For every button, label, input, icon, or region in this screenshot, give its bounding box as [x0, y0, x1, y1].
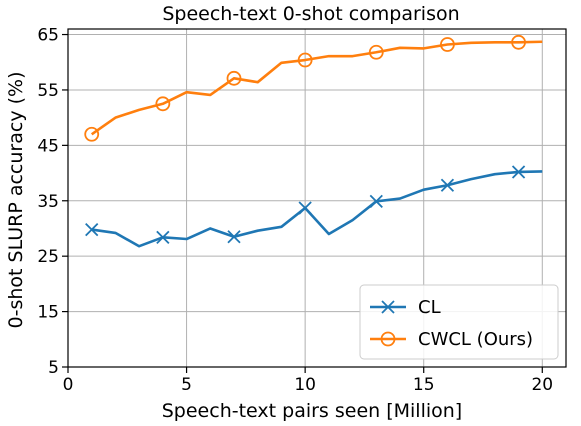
x-marker — [369, 194, 383, 208]
x-marker — [156, 230, 170, 244]
x-axis: 0 5 10 15 20 — [63, 367, 553, 395]
series-layer — [84, 34, 543, 248]
series-line — [91, 170, 543, 248]
x-tick-label: 15 — [413, 375, 435, 395]
y-tick-label: 45 — [37, 136, 59, 156]
y-axis: 5 15 25 35 45 55 65 — [37, 26, 68, 378]
y-axis-title: 0-shot SLURP accuracy (%) — [5, 72, 27, 329]
x-tick-label: 20 — [531, 375, 553, 395]
series-line — [90, 40, 543, 136]
circle-marker — [440, 37, 455, 52]
x-marker — [440, 178, 455, 192]
x-marker — [298, 201, 312, 215]
y-tick-label: 35 — [37, 192, 59, 212]
y-tick-label: 5 — [48, 358, 59, 378]
x-tick-label: 5 — [181, 375, 192, 395]
y-tick-label: 65 — [37, 26, 59, 46]
x-marker — [227, 230, 241, 244]
x-marker — [511, 165, 526, 179]
plot-frame — [67, 28, 567, 368]
x-tick-label: 10 — [294, 375, 316, 395]
chart-title: Speech-text 0-shot comparison — [162, 3, 459, 25]
circle-marker — [511, 34, 526, 50]
legend-entry: CL — [370, 297, 441, 318]
series-cl — [85, 165, 543, 248]
series-cwcl — [84, 34, 543, 142]
circle-marker — [84, 126, 100, 142]
legend-entry: CWCL (Ours) — [370, 329, 533, 350]
legend-label: CWCL (Ours) — [418, 329, 533, 350]
x-marker — [85, 222, 99, 237]
x-tick-label: 0 — [63, 375, 74, 395]
legend: CL CWCL (Ours) — [359, 284, 559, 360]
x-marker — [381, 300, 395, 314]
y-tick-label: 15 — [37, 303, 59, 323]
y-tick-label: 25 — [37, 247, 59, 267]
circle-marker — [368, 44, 384, 60]
legend-box — [359, 284, 559, 360]
circle-marker — [155, 96, 171, 112]
x-axis-title: Speech-text pairs seen [Million] — [162, 400, 462, 422]
circle-marker — [297, 52, 313, 68]
legend-label: CL — [418, 297, 441, 318]
y-tick-label: 55 — [37, 81, 59, 101]
circle-marker — [380, 331, 396, 347]
circle-marker — [226, 70, 242, 86]
